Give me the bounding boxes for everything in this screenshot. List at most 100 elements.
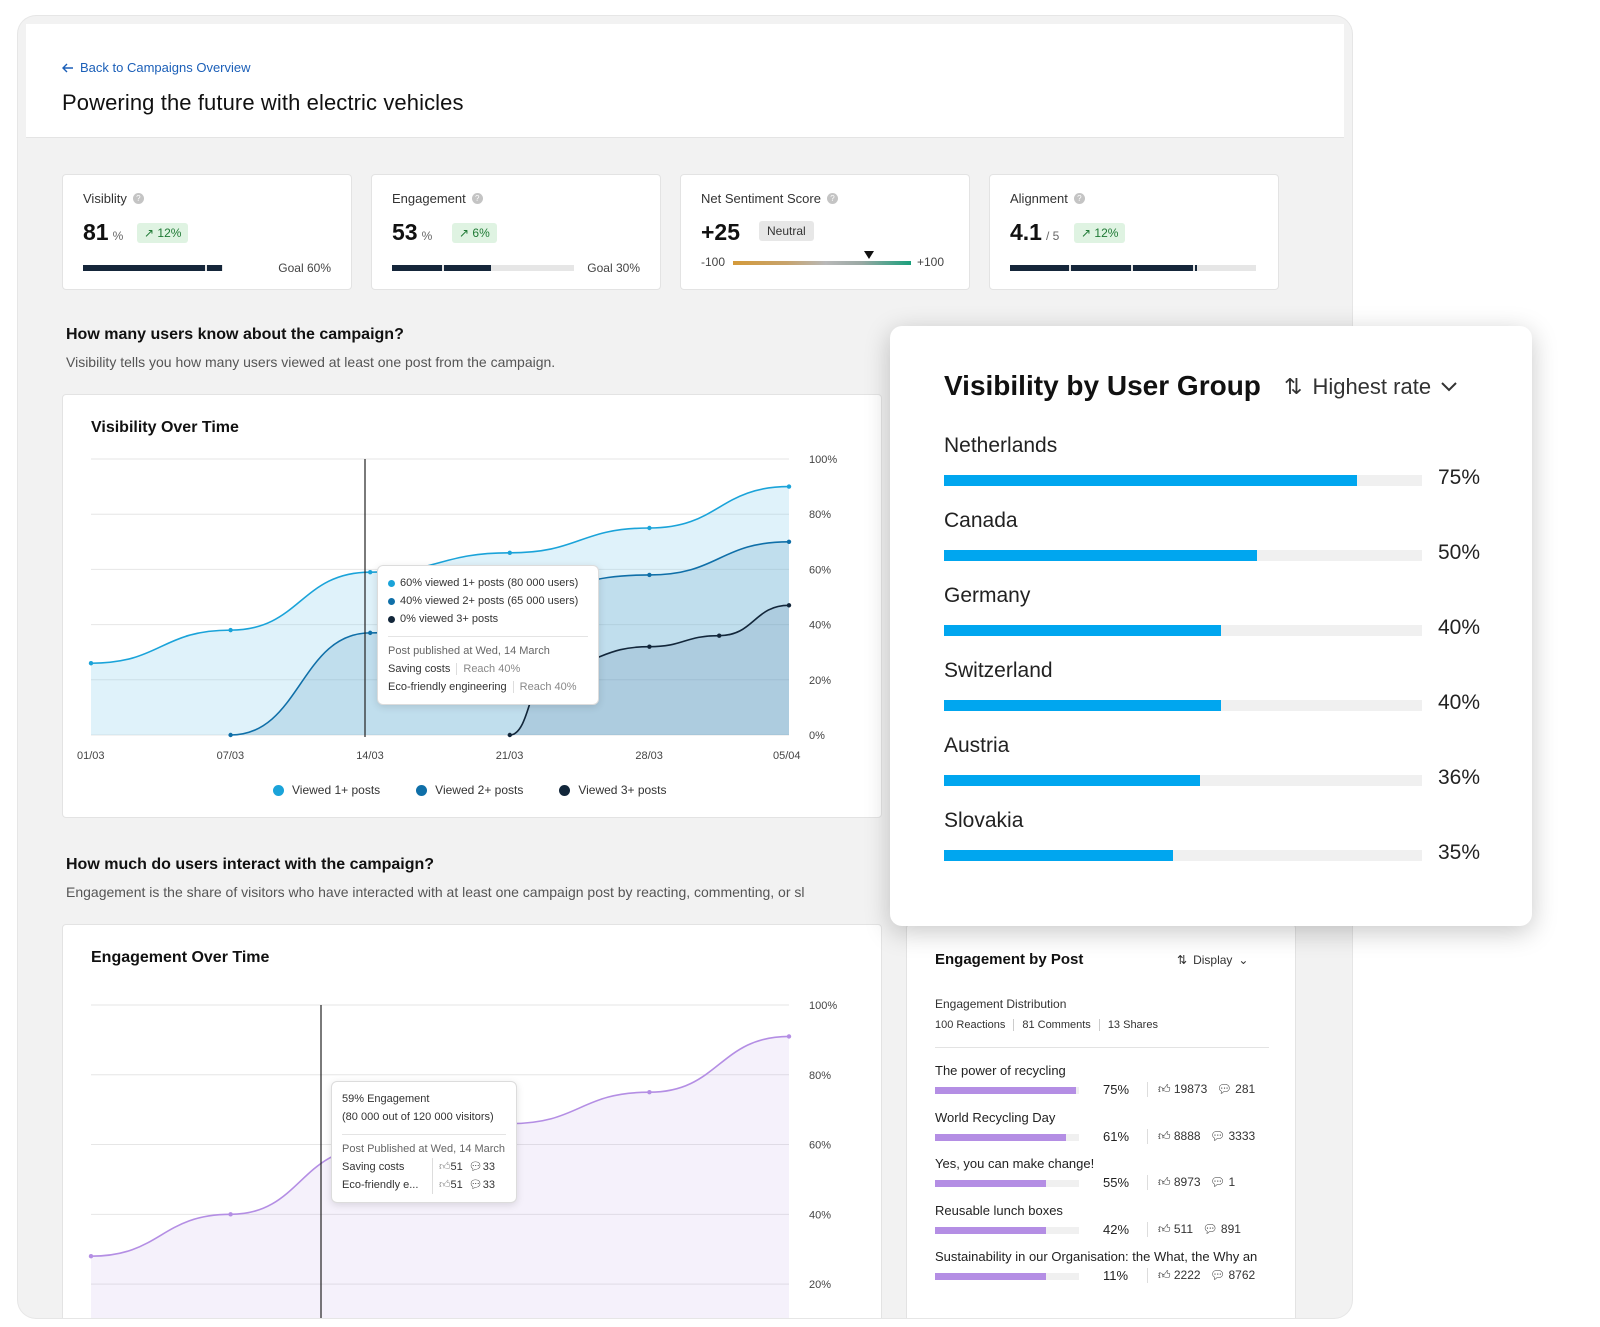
post-percent: 61% bbox=[1103, 1128, 1130, 1144]
page-header: Back to Campaigns Overview Powering the … bbox=[26, 24, 1344, 138]
kpi-visibility: Visiblity? 81% ↗ 12% Goal 60% bbox=[62, 174, 352, 290]
x-tick-label: 21/03 bbox=[496, 750, 524, 762]
goal-label: Goal 60% bbox=[278, 261, 331, 275]
comments-count: 3333 bbox=[1228, 1128, 1256, 1143]
data-point bbox=[507, 732, 512, 738]
kpi-label: Visiblity bbox=[83, 191, 127, 206]
post-title[interactable]: Yes, you can make change! bbox=[935, 1156, 1095, 1171]
likes-count: 2222 bbox=[1173, 1268, 1201, 1282]
thumbs-up-icon: 👍︎ bbox=[1158, 1082, 1174, 1096]
group-value: 40% bbox=[1438, 691, 1481, 714]
display-dropdown[interactable]: ⇅ Display ⌄ bbox=[1177, 953, 1249, 967]
kpi-value: 4.1 bbox=[1010, 219, 1042, 245]
kpi-alignment: Alignment? 4.1/ 5 ↗ 12% bbox=[989, 174, 1279, 290]
data-point bbox=[647, 572, 652, 578]
dashboard-frame: Back to Campaigns Overview Powering the … bbox=[18, 16, 1352, 1318]
kpi-sentiment: Net Sentiment Score? +25 Neutral -100 +1… bbox=[680, 174, 970, 290]
post-title[interactable]: Sustainability in our Organisation: the … bbox=[935, 1249, 1258, 1264]
group-name: Germany bbox=[944, 584, 1031, 607]
help-icon[interactable]: ? bbox=[132, 193, 144, 204]
comments-count: 281 bbox=[1235, 1082, 1256, 1096]
sentiment-scale bbox=[733, 261, 911, 265]
y-tick-label: 60% bbox=[809, 1140, 831, 1152]
comment-icon: 💬︎ bbox=[1206, 1268, 1229, 1282]
group-value: 75% bbox=[1438, 466, 1481, 489]
data-point bbox=[228, 627, 233, 633]
sort-dropdown[interactable]: ⇅ Highest rate bbox=[1284, 374, 1457, 400]
visibility-description: Visibility tells you how many users view… bbox=[66, 354, 556, 370]
data-point bbox=[507, 550, 512, 556]
distribution-stats: 100 Reactions 81 Comments 13 Shares bbox=[935, 1019, 1158, 1031]
kpi-unit: % bbox=[421, 229, 433, 243]
post-stats: 👍︎ 8888 💬︎ 3333 bbox=[1147, 1128, 1256, 1144]
comment-icon: 💬︎ bbox=[468, 1179, 483, 1191]
legend-item[interactable]: Viewed 3+ posts bbox=[559, 783, 667, 797]
post-title[interactable]: The power of recycling bbox=[935, 1063, 1066, 1078]
y-tick-label: 20% bbox=[809, 675, 831, 687]
group-name: Austria bbox=[944, 734, 1010, 757]
group-value: 35% bbox=[1438, 841, 1481, 864]
kpi-label: Alignment bbox=[1010, 191, 1068, 206]
likes-count: 8888 bbox=[1173, 1128, 1201, 1143]
help-icon[interactable]: ? bbox=[1073, 193, 1085, 204]
comment-icon: 💬︎ bbox=[1206, 1128, 1229, 1143]
group-bar-track bbox=[944, 550, 1422, 561]
kpi-value: 81 bbox=[83, 219, 109, 245]
kpi-engagement: Engagement? 53% ↗ 6% Goal 30% bbox=[371, 174, 661, 290]
group-value: 50% bbox=[1438, 541, 1481, 564]
page-title: Powering the future with electric vehicl… bbox=[62, 90, 464, 115]
legend-item[interactable]: Viewed 1+ posts bbox=[273, 783, 380, 797]
comment-icon: 💬︎ bbox=[1213, 1082, 1236, 1096]
kpi-unit: / 5 bbox=[1045, 229, 1060, 243]
engagement-tooltip: 59% Engagement (80 000 out of 120 000 vi… bbox=[331, 1081, 517, 1203]
kpi-value: 53 bbox=[392, 219, 418, 245]
likes-count: 19873 bbox=[1173, 1082, 1208, 1096]
post-title[interactable]: Reusable lunch boxes bbox=[935, 1202, 1063, 1218]
group-name: Netherlands bbox=[944, 434, 1058, 457]
x-tick-label: 14/03 bbox=[356, 750, 384, 762]
comments-count: 8762 bbox=[1228, 1268, 1256, 1282]
y-tick-label: 80% bbox=[809, 1070, 831, 1082]
x-tick-label: 05/04 bbox=[773, 750, 801, 762]
data-point bbox=[88, 1254, 94, 1259]
group-bar-track bbox=[944, 775, 1422, 786]
group-bar bbox=[944, 850, 1174, 861]
sort-icon: ⇅ bbox=[1177, 953, 1188, 967]
y-tick-label: 40% bbox=[809, 1209, 831, 1221]
post-percent: 42% bbox=[1103, 1221, 1130, 1237]
post-bar-track bbox=[935, 1087, 1079, 1094]
x-tick-label: 01/03 bbox=[77, 750, 105, 762]
progress-bar bbox=[83, 265, 223, 271]
data-point bbox=[228, 1212, 233, 1217]
post-percent: 55% bbox=[1103, 1175, 1130, 1190]
back-link[interactable]: Back to Campaigns Overview bbox=[62, 60, 251, 75]
likes-count: 511 bbox=[1173, 1221, 1194, 1236]
post-bar bbox=[935, 1133, 1067, 1141]
scale-min: -100 bbox=[701, 255, 726, 269]
back-link-label: Back to Campaigns Overview bbox=[80, 60, 251, 75]
goal-label: Goal 30% bbox=[587, 261, 640, 275]
kpi-label: Engagement bbox=[392, 191, 466, 206]
group-value: 36% bbox=[1438, 766, 1481, 789]
scale-max: +100 bbox=[917, 255, 945, 269]
post-title[interactable]: World Recycling Day bbox=[935, 1109, 1056, 1125]
post-bar-track bbox=[935, 1133, 1079, 1141]
comments-count: 891 bbox=[1220, 1221, 1241, 1236]
kpi-label: Net Sentiment Score bbox=[701, 191, 821, 206]
post-bar-track bbox=[935, 1226, 1079, 1234]
legend-item[interactable]: Viewed 2+ posts bbox=[416, 783, 523, 797]
post-stats: 👍︎ 511 💬︎ 891 bbox=[1147, 1221, 1241, 1237]
group-bar bbox=[944, 625, 1222, 636]
y-tick-label: 100% bbox=[809, 454, 837, 466]
y-tick-label: 60% bbox=[809, 564, 831, 576]
post-bar-track bbox=[935, 1180, 1079, 1187]
x-tick-label: 07/03 bbox=[217, 750, 245, 762]
help-icon[interactable]: ? bbox=[826, 193, 838, 204]
help-icon[interactable]: ? bbox=[471, 193, 483, 204]
group-name: Switzerland bbox=[944, 659, 1053, 682]
post-bar bbox=[935, 1180, 1046, 1187]
progress-bar bbox=[392, 265, 574, 271]
data-point bbox=[647, 1090, 652, 1095]
thumbs-up-icon: 👍︎ bbox=[1158, 1128, 1174, 1143]
engagement-by-post-card: Engagement by Post ⇅ Display ⌄ Engagement … bbox=[906, 924, 1296, 1318]
